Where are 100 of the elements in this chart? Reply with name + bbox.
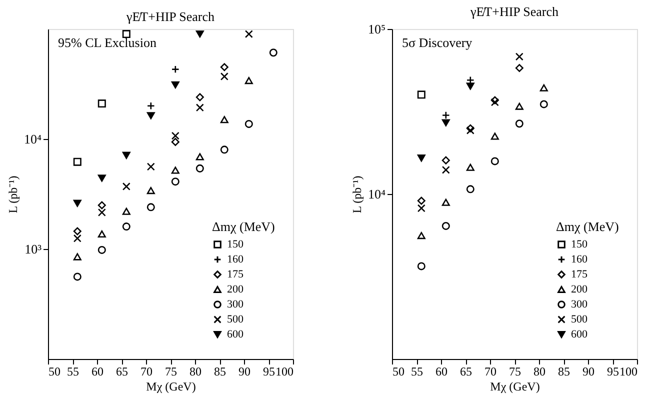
chart-title: γE̸T+HIP Search (469, 4, 560, 19)
point (244, 120, 253, 128)
chart-title: γE̸T+HIP Search (125, 9, 216, 24)
y-axis-title: L (pb⁻¹) (350, 176, 364, 214)
point (196, 164, 204, 172)
y-axis-title: L (pb⁻¹) (6, 176, 20, 214)
x-tick-label: 65 (116, 364, 128, 378)
point (442, 222, 450, 230)
point (442, 198, 450, 206)
point (98, 174, 106, 182)
annotation: 95% CL Exclusion (58, 35, 157, 50)
point (466, 164, 474, 171)
point (515, 102, 524, 110)
point (417, 154, 426, 162)
point (171, 138, 180, 146)
x-tick-label: 75 (165, 364, 177, 378)
point (73, 253, 82, 260)
legend-label: 600 (227, 328, 244, 340)
point (73, 200, 82, 207)
point (73, 227, 82, 236)
x-tick-label: 65 (460, 364, 472, 378)
legend-label: 500 (227, 314, 244, 326)
x-axis-title: Mχ (GeV) (146, 380, 196, 394)
legend-title: Δmχ (MeV) (212, 219, 275, 234)
legend-label: 500 (571, 314, 588, 326)
point (73, 234, 82, 242)
legend-label: 300 (571, 298, 588, 310)
point (122, 222, 130, 231)
point (146, 203, 155, 212)
legend-label: 175 (227, 268, 244, 280)
point (98, 246, 106, 254)
point (146, 112, 155, 120)
x-tick-label: 80 (190, 364, 202, 378)
legend-label: 160 (227, 254, 244, 266)
point (442, 119, 450, 126)
point (146, 186, 155, 194)
x-tick-label: 70 (140, 364, 152, 378)
y-tick-label: 10⁵ (368, 22, 386, 36)
point (244, 76, 253, 84)
point (73, 272, 82, 281)
point (98, 208, 106, 216)
point (417, 232, 426, 240)
annotation: 5σ Discovery (402, 35, 473, 50)
point (122, 208, 130, 215)
point (466, 124, 474, 132)
point (73, 158, 82, 166)
point (146, 162, 155, 171)
legend-label: 150 (227, 238, 244, 250)
point (196, 93, 204, 102)
point (244, 30, 253, 38)
point (490, 132, 499, 140)
x-axis-title: Mχ (GeV) (490, 380, 540, 394)
point (220, 146, 228, 154)
point (196, 104, 204, 112)
legend-label: 600 (571, 328, 588, 340)
point (540, 100, 548, 108)
x-tick-label: 60 (436, 364, 448, 378)
x-tick-label: 55 (67, 364, 79, 378)
point (417, 196, 426, 205)
point (466, 185, 474, 194)
point (442, 156, 450, 164)
point (417, 262, 426, 270)
point (515, 64, 524, 72)
y-tick-label: 10³ (24, 242, 42, 256)
x-tick-label: 75 (509, 364, 521, 378)
point (466, 126, 474, 134)
point (122, 182, 130, 190)
legend-label: 200 (571, 284, 588, 296)
point (540, 84, 548, 92)
y-tick-label: 10⁴ (24, 132, 42, 146)
y-tick-label: 10⁴ (368, 186, 386, 202)
point (196, 153, 204, 160)
legend-label: 160 (571, 254, 588, 266)
point (417, 204, 426, 212)
point (98, 201, 106, 210)
point (515, 120, 524, 128)
point (417, 90, 426, 99)
legend-label: 150 (571, 238, 588, 250)
x-tick-label: 55 (411, 364, 423, 378)
point (98, 230, 106, 238)
point (171, 178, 180, 186)
legend-label: 175 (571, 268, 588, 280)
point (220, 72, 228, 80)
x-tick-label: 95 (607, 364, 619, 378)
x-tick-label: 80 (534, 364, 546, 378)
point (171, 81, 180, 89)
legend-label: 300 (227, 298, 244, 310)
point (220, 116, 228, 124)
x-tick-label: 50 (48, 364, 60, 378)
x-tick-label: 90 (238, 364, 250, 378)
point (122, 30, 130, 38)
x-tick-label: 85 (558, 364, 570, 378)
x-tick-label: 85 (214, 364, 226, 378)
point (171, 166, 180, 174)
x-tick-label: 70 (484, 364, 496, 378)
legend-title: Δmχ (MeV) (556, 219, 619, 234)
point (490, 96, 499, 104)
point (269, 48, 278, 57)
x-tick-label: 100 (620, 364, 638, 378)
point (490, 157, 499, 166)
